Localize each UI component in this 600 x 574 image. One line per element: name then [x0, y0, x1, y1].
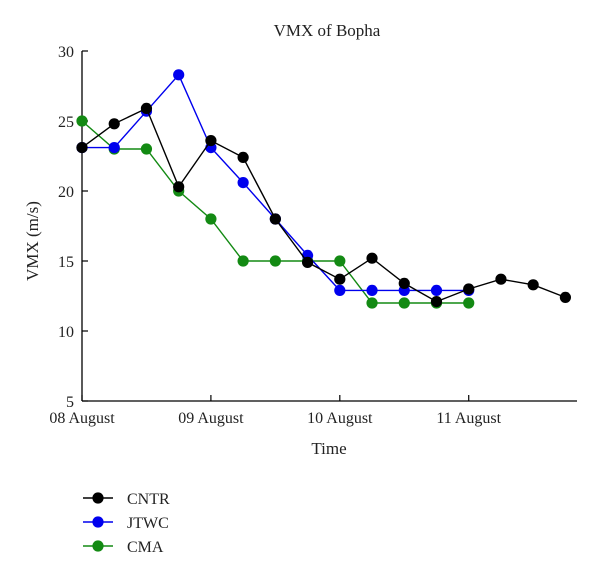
y-axis: 5 10 15 20 25 30 [58, 44, 88, 411]
data-point-cntr [140, 102, 153, 114]
data-point-cntr [269, 213, 281, 225]
data-point-cma [205, 213, 217, 225]
data-point-cntr [205, 135, 217, 147]
data-point-cntr [301, 256, 314, 268]
legend-marker-jtwc [92, 516, 104, 528]
y-tick-label: 20 [58, 184, 74, 201]
legend-item-cntr: CNTR [83, 491, 170, 508]
legend-label-jtwc: JTWC [127, 515, 169, 532]
x-axis-label: Time [311, 439, 346, 458]
x-tick-label: 11 August [436, 410, 501, 427]
y-axis-label: VMX (m/s) [23, 201, 42, 281]
data-point-cntr [527, 279, 539, 291]
y-tick-label: 15 [58, 254, 74, 271]
data-point-cntr [366, 252, 378, 264]
data-point-cntr [334, 273, 346, 285]
data-point-cma [76, 115, 88, 127]
series-line-cntr [81, 107, 566, 303]
data-point-cntr [76, 142, 88, 154]
series-line-cma [81, 120, 469, 304]
data-point-cma [269, 255, 281, 267]
data-point-cma [140, 143, 153, 155]
y-tick-label: 30 [58, 44, 74, 61]
legend-item-jtwc: JTWC [83, 515, 169, 532]
legend-item-cma: CMA [83, 539, 164, 556]
data-point-cntr [108, 118, 120, 130]
data-point-cma [366, 297, 378, 309]
x-tick-label: 10 August [307, 410, 373, 427]
legend: CNTR JTWC CMA [83, 491, 170, 556]
data-point-jtwc [366, 284, 378, 296]
data-point-cma [463, 297, 475, 309]
data-point-cntr [495, 273, 507, 285]
series-cntr [76, 102, 571, 308]
data-point-jtwc [237, 177, 249, 189]
y-tick-label: 5 [66, 394, 74, 411]
legend-marker-cntr [92, 492, 104, 504]
y-tick-label: 10 [58, 324, 74, 341]
data-point-jtwc [108, 142, 120, 154]
data-point-cntr [430, 296, 443, 308]
plot-frame [81, 51, 577, 402]
series-layer [76, 69, 571, 309]
legend-marker-cma [92, 540, 104, 552]
data-point-jtwc [173, 69, 185, 81]
data-point-cntr [237, 151, 249, 163]
data-point-jtwc [430, 284, 443, 296]
data-point-cma [334, 255, 346, 267]
x-tick-label: 08 August [49, 410, 115, 427]
chart-title: VMX of Bopha [274, 21, 381, 40]
data-point-cntr [463, 283, 475, 295]
x-tick-label: 09 August [178, 410, 244, 427]
data-point-cma [237, 255, 249, 267]
legend-label-cma: CMA [127, 539, 164, 556]
data-point-jtwc [334, 284, 346, 296]
data-point-cntr [398, 277, 410, 289]
x-axis: 08 August 09 August 10 August 11 August [49, 395, 502, 427]
data-point-cntr [559, 291, 571, 303]
legend-label-cntr: CNTR [127, 491, 170, 508]
data-point-cma [398, 297, 410, 309]
y-tick-label: 25 [58, 114, 74, 131]
series-cma [76, 115, 475, 309]
data-point-cntr [173, 181, 185, 193]
